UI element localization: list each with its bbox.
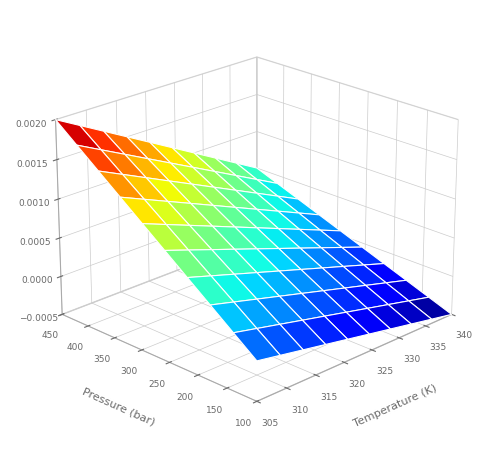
X-axis label: Temperature (K): Temperature (K) <box>351 383 437 430</box>
Y-axis label: Pressure (bar): Pressure (bar) <box>81 386 156 427</box>
